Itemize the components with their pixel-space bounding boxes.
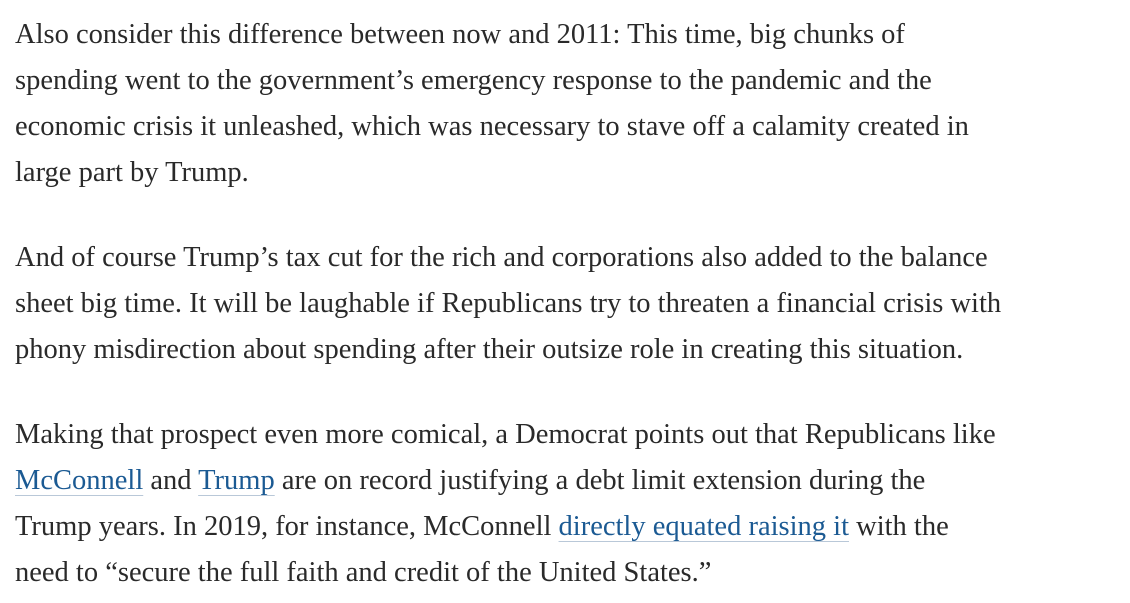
text-line: spending went to the government’s emerge… xyxy=(15,58,1130,104)
text-line: Making that prospect even more comical, … xyxy=(15,412,1130,458)
text-run: Also consider this difference between no… xyxy=(15,19,905,50)
inline-link[interactable]: Trump xyxy=(198,465,275,496)
inline-link[interactable]: McConnell xyxy=(15,465,144,496)
text-run: economic crisis it unleashed, which was … xyxy=(15,111,969,142)
text-run: spending went to the government’s emerge… xyxy=(15,65,932,96)
text-run: Trump years. In 2019, for instance, McCo… xyxy=(15,511,559,542)
paragraph: And of course Trump’s tax cut for the ri… xyxy=(15,235,1130,373)
text-run: sheet big time. It will be laughable if … xyxy=(15,288,1002,319)
text-run: Making that prospect even more comical, … xyxy=(15,419,996,450)
text-line: McConnell and Trump are on record justif… xyxy=(15,458,1130,504)
text-line: need to “secure the full faith and credi… xyxy=(15,550,1130,596)
paragraph: Also consider this difference between no… xyxy=(15,12,1130,196)
text-run: phony misdirection about spending after … xyxy=(15,334,964,365)
text-line: large part by Trump. xyxy=(15,150,1130,196)
text-run: need to “secure the full faith and credi… xyxy=(15,557,712,588)
text-line: economic crisis it unleashed, which was … xyxy=(15,104,1130,150)
text-run: and xyxy=(143,465,199,496)
text-line: sheet big time. It will be laughable if … xyxy=(15,281,1130,327)
text-line: And of course Trump’s tax cut for the ri… xyxy=(15,235,1130,281)
text-run: are on record justifying a debt limit ex… xyxy=(274,465,926,496)
paragraph: Making that prospect even more comical, … xyxy=(15,412,1130,596)
text-line: Also consider this difference between no… xyxy=(15,12,1130,58)
text-line: phony misdirection about spending after … xyxy=(15,327,1130,373)
inline-link[interactable]: directly equated raising it xyxy=(558,511,849,542)
text-run: with the xyxy=(849,511,949,542)
text-line: Trump years. In 2019, for instance, McCo… xyxy=(15,504,1130,550)
text-run: large part by Trump. xyxy=(15,157,249,188)
text-run: And of course Trump’s tax cut for the ri… xyxy=(15,242,988,273)
